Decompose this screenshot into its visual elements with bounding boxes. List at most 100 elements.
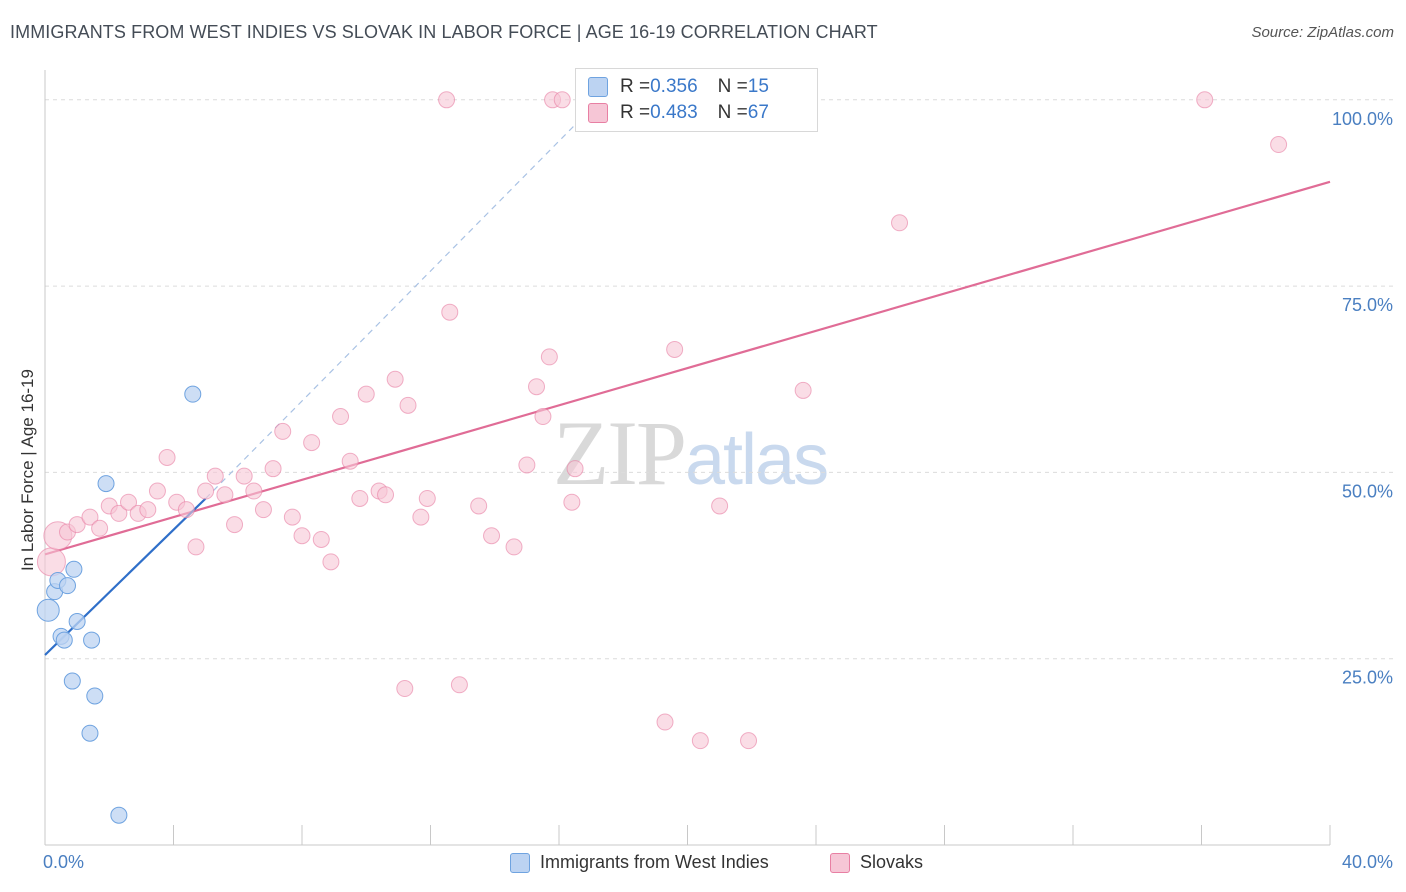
- point-west-indies: [97, 475, 115, 493]
- point-slovaks: [534, 408, 552, 426]
- y-tick-label: 50.0%: [1342, 481, 1393, 501]
- point-slovaks: [303, 434, 321, 452]
- point-slovaks: [139, 501, 157, 519]
- point-slovaks: [566, 460, 584, 478]
- legend-item-slovaks[interactable]: Slovaks: [830, 852, 923, 873]
- point-slovaks: [470, 497, 488, 515]
- point-slovaks: [177, 501, 195, 519]
- point-slovaks: [120, 493, 138, 511]
- point-west-indies: [65, 560, 83, 578]
- legend-label-slovaks: Slovaks: [860, 852, 924, 872]
- trend-line-west-indies: [44, 497, 207, 656]
- x-tick-label: 0.0%: [43, 852, 84, 872]
- point-slovaks: [528, 378, 546, 396]
- r-value: 0.356: [650, 76, 698, 97]
- point-west-indies: [86, 687, 104, 705]
- point-slovaks: [794, 381, 812, 399]
- point-slovaks: [283, 508, 301, 526]
- point-west-indies: [81, 724, 99, 742]
- stats-row-slovaks: R = 0.483 N = 67: [588, 101, 769, 125]
- stats-legend: R = 0.356 N = 15 R = 0.483 N = 67: [575, 68, 818, 132]
- point-slovaks: [312, 530, 330, 548]
- point-slovaks: [540, 348, 558, 366]
- point-slovaks: [563, 493, 581, 511]
- point-slovaks: [110, 504, 128, 522]
- pink-swatch-icon: [588, 103, 608, 123]
- point-slovaks: [235, 467, 253, 485]
- point-slovaks: [264, 460, 282, 478]
- point-west-indies: [36, 598, 60, 622]
- point-slovaks: [1196, 91, 1214, 109]
- point-slovaks: [158, 449, 176, 466]
- watermark-zip: ZIP: [553, 402, 687, 504]
- point-slovaks: [254, 501, 272, 519]
- point-slovaks: [206, 467, 224, 485]
- point-slovaks: [322, 553, 340, 571]
- stats-row-west-indies: R = 0.356 N = 15: [588, 75, 769, 99]
- point-slovaks: [656, 713, 674, 731]
- r-label: R =: [620, 76, 651, 97]
- point-slovaks: [396, 680, 414, 698]
- chart-title: IMMIGRANTS FROM WEST INDIES VS SLOVAK IN…: [10, 22, 878, 42]
- x-tick-labels: 0.0% 40.0%: [43, 852, 1393, 872]
- watermark: ZIPatlas: [553, 400, 829, 506]
- point-west-indies: [184, 385, 202, 403]
- y-tick-label: 75.0%: [1342, 295, 1393, 315]
- x-tick-label: 40.0%: [1342, 852, 1393, 872]
- point-slovaks: [666, 340, 684, 358]
- point-slovaks: [68, 516, 86, 534]
- point-slovaks: [740, 732, 758, 750]
- point-slovaks: [553, 91, 571, 109]
- point-west-indies: [58, 577, 76, 595]
- point-slovaks: [351, 489, 369, 507]
- point-slovaks: [226, 516, 244, 534]
- point-slovaks: [187, 538, 205, 556]
- point-slovaks: [418, 489, 436, 507]
- point-slovaks: [412, 508, 430, 526]
- point-slovaks: [386, 370, 404, 388]
- point-slovaks: [245, 482, 263, 500]
- point-slovaks: [377, 486, 395, 504]
- point-slovaks: [691, 732, 709, 750]
- point-slovaks: [357, 385, 375, 403]
- pink-swatch-icon: [830, 852, 850, 873]
- trend-line-slovaks: [44, 180, 1331, 556]
- y-tick-label: 25.0%: [1342, 668, 1393, 688]
- point-slovaks: [293, 527, 311, 545]
- y-tick-labels: 25.0% 50.0% 75.0% 100.0%: [1332, 109, 1393, 688]
- point-slovaks: [483, 527, 501, 545]
- point-slovaks: [891, 214, 909, 232]
- data-points: [36, 91, 1288, 824]
- point-slovaks: [197, 482, 215, 500]
- n-label: N =: [717, 76, 748, 97]
- axes: [44, 70, 1331, 846]
- point-west-indies: [63, 672, 81, 690]
- legend-label-west-indies: Immigrants from West Indies: [540, 852, 769, 872]
- bottom-legend: Immigrants from West Indies Slovaks: [0, 852, 1406, 878]
- blue-swatch-icon: [510, 852, 530, 873]
- point-slovaks: [711, 497, 729, 515]
- n-label: N =: [717, 102, 748, 123]
- point-slovaks: [518, 456, 536, 474]
- point-slovaks: [1270, 136, 1288, 154]
- point-west-indies: [55, 631, 73, 649]
- gridlines: [45, 99, 1395, 660]
- point-slovaks: [274, 422, 292, 440]
- trend-lines: [44, 91, 1331, 656]
- point-slovaks: [505, 538, 523, 556]
- n-value: 15: [747, 76, 769, 97]
- r-label: R =: [620, 102, 651, 123]
- n-value: 67: [747, 102, 769, 123]
- watermark-atlas: atlas: [685, 420, 829, 500]
- point-slovaks: [148, 482, 166, 500]
- point-slovaks: [438, 91, 456, 109]
- legend-item-west-indies[interactable]: Immigrants from West Indies: [510, 852, 769, 873]
- point-slovaks: [441, 303, 459, 321]
- point-west-indies: [68, 612, 86, 630]
- point-slovaks: [216, 486, 234, 504]
- point-west-indies: [110, 806, 128, 824]
- point-slovaks: [399, 396, 417, 414]
- point-slovaks: [81, 508, 99, 526]
- blue-swatch-icon: [588, 77, 608, 97]
